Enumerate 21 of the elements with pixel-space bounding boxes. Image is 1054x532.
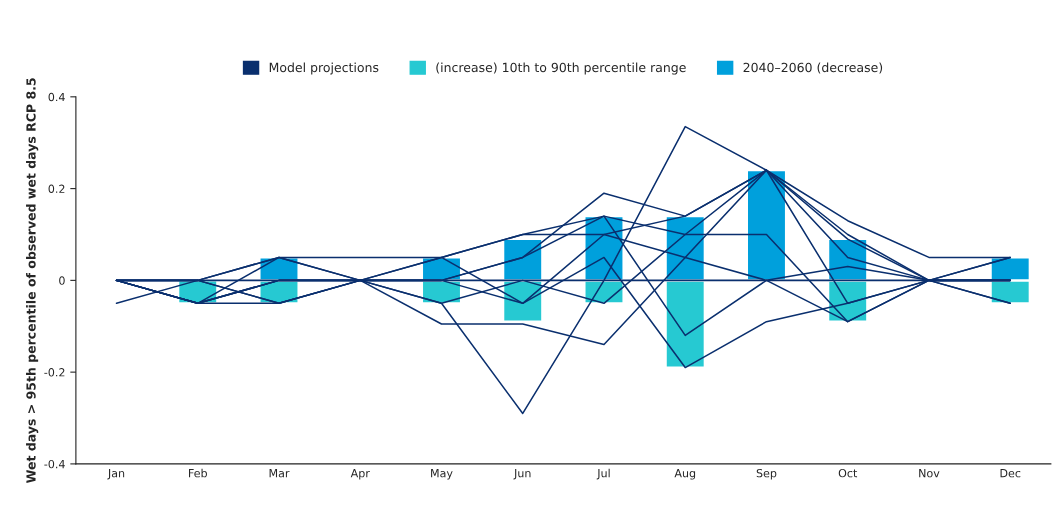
x-tick-label: Jun (513, 469, 531, 480)
x-tick-label: Jan (107, 469, 125, 480)
x-tick-label: Oct (838, 468, 858, 478)
y-tick-label: 0 (59, 276, 65, 285)
legend-label: Model projections (269, 62, 379, 75)
y-tick-label: 0.2 (48, 184, 65, 193)
y-tick-label: -0.4 (44, 459, 65, 469)
x-tick-label: Dec (1000, 469, 1021, 478)
y-tick-label: -0.2 (44, 368, 65, 377)
y-axis-title: Wet days > 95th percentile of observed wet days RCP 8.5 (26, 78, 39, 483)
x-tick-label: May (431, 469, 453, 480)
x-tick-label: Sep (756, 468, 777, 480)
x-tick-label: Nov (919, 469, 940, 478)
x-tick-label: Mar (269, 469, 290, 478)
x-tick-label: Feb (189, 468, 207, 478)
x-tick-label: Aug (674, 469, 696, 480)
legend-label: 2040–2060 (decrease) (743, 62, 883, 74)
y-tick-label: 0.4 (48, 92, 65, 102)
x-tick-label: Jul (596, 468, 610, 480)
x-tick-label: Apr (350, 469, 370, 480)
legend-label: (increase) 10th to 90th percentile range (436, 62, 686, 75)
